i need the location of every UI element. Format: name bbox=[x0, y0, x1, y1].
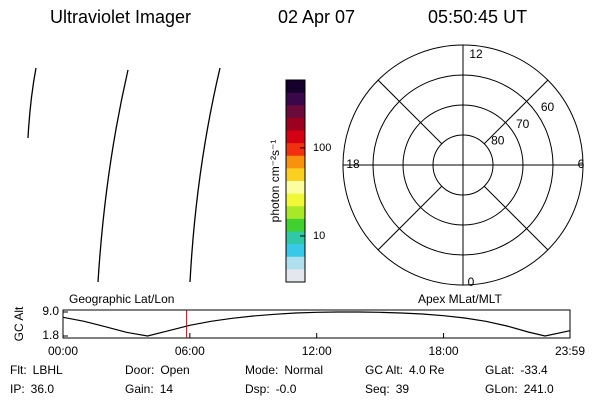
lat-label: 70 bbox=[516, 117, 530, 131]
info-value: 39 bbox=[396, 382, 410, 396]
colorbar-swatch bbox=[286, 155, 305, 169]
colorbar-swatch bbox=[286, 168, 305, 182]
geo-curve bbox=[27, 67, 37, 139]
colorbar-swatch bbox=[286, 105, 305, 119]
info-value: Normal bbox=[284, 363, 323, 377]
left-label: Geographic Lat/Lon bbox=[69, 292, 174, 306]
polar-diagonal bbox=[483, 185, 549, 251]
info-label: GC Alt: bbox=[365, 363, 403, 377]
title: Ultraviolet Imager bbox=[50, 7, 191, 27]
polar-diagonal bbox=[483, 79, 549, 145]
lat-label: 60 bbox=[541, 100, 555, 114]
info-value: -0.0 bbox=[276, 382, 297, 396]
mlt-label: 6 bbox=[578, 157, 585, 171]
date: 02 Apr 07 bbox=[278, 7, 355, 27]
info-value: -33.4 bbox=[520, 363, 548, 377]
colorbar-tick-label: 10 bbox=[313, 230, 325, 242]
time: 05:50:45 UT bbox=[428, 7, 527, 27]
colorbar-swatch bbox=[286, 244, 305, 258]
info-label: Door: bbox=[125, 363, 154, 377]
geo-curve bbox=[189, 67, 221, 283]
colorbar-label: photon cm⁻²s⁻¹ bbox=[268, 140, 282, 223]
polar-diagonal bbox=[377, 79, 443, 145]
geo-curves bbox=[27, 67, 221, 283]
colorbar-swatch bbox=[286, 181, 305, 195]
info-label: Seq: bbox=[365, 382, 390, 396]
info-label: GLon: bbox=[485, 382, 518, 396]
right-label: Apex MLat/MLT bbox=[418, 292, 502, 306]
mlt-label: 18 bbox=[346, 157, 360, 171]
colorbar-tick-label: 100 bbox=[313, 142, 331, 154]
info-label: Flt: bbox=[10, 363, 27, 377]
lat-label: 80 bbox=[491, 134, 505, 148]
info-value: 4.0 Re bbox=[409, 363, 445, 377]
mlt-label: 12 bbox=[469, 47, 483, 61]
colorbar-swatch bbox=[286, 143, 305, 157]
info-value: 14 bbox=[160, 382, 174, 396]
x-tick-label: 06:00 bbox=[175, 344, 205, 358]
colorbar-swatch bbox=[286, 193, 305, 207]
x-tick-label: 23:59 bbox=[555, 344, 585, 358]
info-value: Open bbox=[160, 363, 189, 377]
colorbar-swatch bbox=[286, 231, 305, 245]
polar-diagonal bbox=[377, 185, 443, 251]
x-tick-label: 18:00 bbox=[429, 344, 459, 358]
mlt-label: 0 bbox=[468, 275, 475, 289]
x-tick-label: 12:00 bbox=[302, 344, 332, 358]
info-value: LBHL bbox=[33, 363, 63, 377]
colorbar-swatch bbox=[286, 80, 305, 94]
colorbar-swatch bbox=[286, 117, 305, 131]
geo-curve bbox=[97, 69, 129, 283]
y-axis-label: GC Alt bbox=[12, 306, 26, 341]
info-label: Gain: bbox=[125, 382, 154, 396]
y-tick-label: 1.8 bbox=[42, 328, 59, 342]
x-tick-label: 00:00 bbox=[48, 344, 78, 358]
info-label: IP: bbox=[10, 382, 25, 396]
info-label: Mode: bbox=[245, 363, 278, 377]
info-value: 36.0 bbox=[31, 382, 55, 396]
info-label: Dsp: bbox=[245, 382, 270, 396]
colorbar-swatch bbox=[286, 256, 305, 270]
colorbar-swatch bbox=[286, 206, 305, 220]
info-label: GLat: bbox=[485, 363, 514, 377]
y-tick-label: 9.0 bbox=[42, 304, 59, 318]
colorbar-frame bbox=[285, 79, 306, 283]
colorbar-swatch bbox=[286, 218, 305, 232]
info-value: 241.0 bbox=[524, 382, 554, 396]
colorbar-swatch bbox=[286, 92, 305, 106]
colorbar-swatch bbox=[286, 269, 305, 283]
line bbox=[62, 311, 571, 337]
colorbar-swatch bbox=[286, 130, 305, 144]
